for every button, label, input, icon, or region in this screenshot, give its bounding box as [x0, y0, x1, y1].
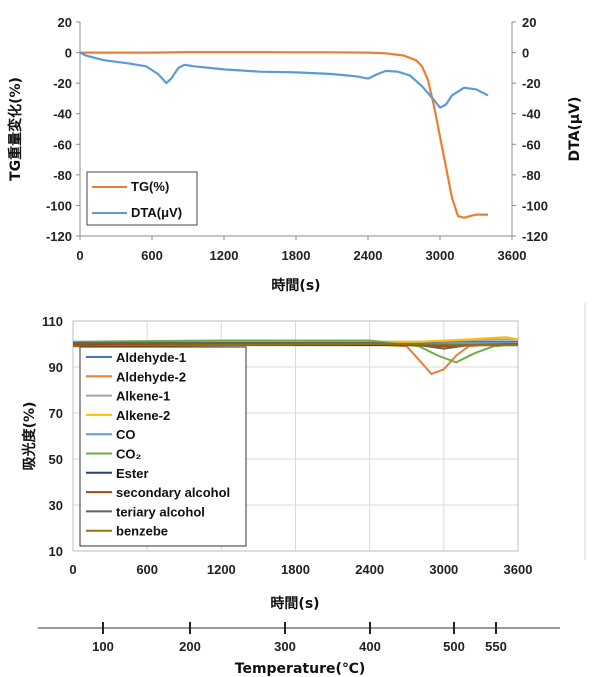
left-y-tick-labels: 20 0 -20 -40 -60 -80 -100 -120: [46, 15, 80, 244]
x-tick-label: 2400: [354, 248, 383, 263]
x-tick-label: 3000: [429, 562, 458, 577]
x-tick-label: 0: [76, 248, 83, 263]
legend-label: CO: [116, 427, 136, 442]
temperature-tick-label: 400: [359, 639, 381, 654]
right-y-axis-title: DTA(μV): [567, 97, 583, 162]
y-tick-label: 90: [49, 360, 63, 375]
temperature-tick-label: 550: [485, 639, 507, 654]
left-y-tick-label: -80: [53, 168, 72, 183]
x-tick-label: 3000: [426, 248, 455, 263]
tg-dta-legend: TG(%) DTA(μV): [86, 171, 198, 226]
left-y-tick-label: -40: [53, 107, 72, 122]
series-line-3: [72, 336, 519, 345]
legend-label: CO₂: [116, 447, 142, 462]
temperature-axis-title: Temperature(℃): [235, 661, 365, 677]
y-tick-label: 30: [49, 498, 63, 513]
legend-label: Alkene-2: [116, 408, 170, 423]
legend-label: Aldehyde-1: [116, 350, 186, 365]
left-y-tick-label: -120: [46, 229, 72, 244]
legend-label: teriary alcohol: [116, 504, 205, 519]
right-y-tick-label: 0: [522, 46, 529, 61]
x-tick-label: 1200: [207, 562, 236, 577]
right-y-tick-label: -40: [522, 107, 541, 122]
right-y-tick-label: 20: [522, 15, 536, 30]
legend-label: benzebe: [116, 524, 168, 539]
absorbance-legend: Aldehyde-1 Aldehyde-2 Alkene-1 Alkene-2 CO CO…: [79, 346, 247, 547]
series-line-9: [72, 343, 518, 348]
left-y-axis-title: TG重量変化(%): [7, 77, 24, 181]
x-tick-label: 0: [69, 562, 76, 577]
x-tick-label: 1200: [210, 248, 239, 263]
legend-label: Alkene-1: [116, 389, 170, 404]
y-axis-title: 吸光度(%): [21, 402, 38, 471]
x-tick-label: 1800: [282, 248, 311, 263]
y-tick-label: 70: [49, 406, 63, 421]
series-line-5: [72, 339, 519, 364]
x-tick-label: 1800: [281, 562, 310, 577]
temperature-tick-label: 500: [443, 639, 465, 654]
legend-entries: Aldehyde-1 Aldehyde-2 Alkene-1 Alkene-2 CO CO…: [86, 350, 230, 539]
y-tick-label: 10: [49, 544, 63, 559]
x-tick-labels: 0 600 1200 1800 2400 3000 3600: [76, 236, 526, 263]
legend-box: [79, 346, 247, 547]
absorbance-chart: 110 90 70 50 30 10 0 600 1200 1800 2400 3000 3600 吸…: [21, 303, 586, 677]
x-tick-label: 600: [136, 562, 158, 577]
temperature-axis: 100 200 300 400 500 550 Temperature(℃): [38, 622, 560, 677]
temperature-tick-label: 200: [179, 639, 201, 654]
right-y-tick-label: -20: [522, 76, 541, 91]
x-tick-label: 3600: [498, 248, 527, 263]
x-tick-label: 3600: [504, 562, 533, 577]
series-line-0: [80, 50, 488, 219]
y-tick-labels: 110 90 70 50 30 10: [42, 314, 63, 559]
right-y-tick-label: -120: [522, 229, 548, 244]
temperature-tick-label: 100: [92, 639, 114, 654]
series-line-1: [79, 51, 489, 109]
right-y-tick-labels: 20 0 -20 -40 -60 -80 -100 -120: [512, 15, 548, 244]
x-axis-title: 時間(s): [271, 277, 320, 294]
left-y-tick-label: 0: [65, 46, 72, 61]
x-axis-title: 時間(s): [270, 595, 319, 612]
right-y-tick-label: -80: [522, 168, 541, 183]
left-y-tick-label: -100: [46, 198, 72, 213]
right-y-tick-label: -100: [522, 198, 548, 213]
legend-label: Aldehyde-2: [116, 369, 186, 384]
legend-label: Ester: [116, 466, 149, 481]
absorbance-series: [72, 336, 519, 375]
legend-label-tg: TG(%): [131, 179, 169, 194]
x-tick-label: 2400: [355, 562, 384, 577]
legend-label-dta: DTA(μV): [131, 205, 182, 220]
tg-dta-series: [79, 50, 489, 219]
left-y-tick-label: 20: [58, 15, 72, 30]
y-tick-label: 50: [49, 452, 63, 467]
tg-dta-chart: 20 0 -20 -40 -60 -80 -100 -120 20 0 -20 -40 -60 -80 -…: [7, 15, 583, 294]
legend-label: secondary alcohol: [116, 485, 230, 500]
temperature-ticks: 100 200 300 400 500 550: [92, 622, 507, 654]
x-tick-label: 600: [141, 248, 163, 263]
right-y-tick-label: -60: [522, 137, 541, 152]
legend-box: [86, 171, 198, 226]
left-y-tick-label: -60: [53, 137, 72, 152]
x-tick-labels: 0 600 1200 1800 2400 3000 3600: [69, 562, 532, 577]
temperature-tick-label: 300: [274, 639, 296, 654]
left-y-tick-label: -20: [53, 76, 72, 91]
y-tick-label: 110: [42, 314, 63, 329]
plot-frame: [72, 320, 519, 552]
